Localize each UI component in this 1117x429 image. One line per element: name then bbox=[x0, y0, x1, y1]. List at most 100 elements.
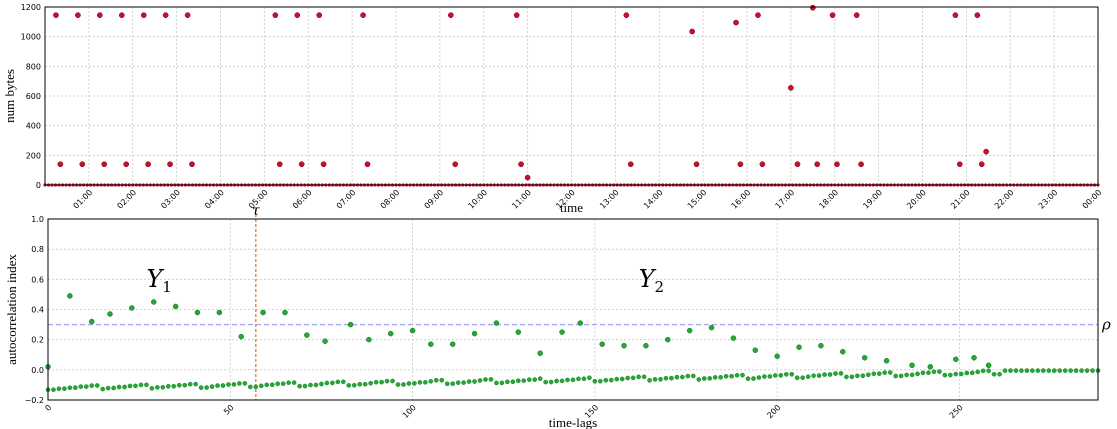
bottom-baseline-point bbox=[444, 381, 450, 387]
bottom-peak-point bbox=[686, 327, 693, 334]
bottom-baseline-point bbox=[794, 375, 800, 381]
bottom-baseline-point bbox=[1002, 368, 1008, 373]
bottom-peak-point bbox=[774, 353, 780, 360]
bottom-baseline-point bbox=[827, 372, 833, 377]
bottom-baseline-point bbox=[182, 382, 188, 388]
bottom-baseline-point bbox=[647, 378, 652, 383]
bottom-baseline-point bbox=[346, 383, 352, 388]
bottom-peak-point bbox=[599, 341, 605, 347]
bottom-baseline-point bbox=[811, 373, 816, 378]
top-data-point bbox=[978, 161, 985, 168]
bottom-peak-point bbox=[89, 318, 95, 325]
bottom-baseline-point bbox=[773, 373, 778, 378]
bottom-peak-point bbox=[216, 309, 223, 316]
bottom-baseline-point bbox=[608, 377, 614, 383]
bottom-peak-point bbox=[971, 355, 977, 361]
top-data-point bbox=[513, 12, 520, 19]
bottom-baseline-point bbox=[357, 381, 363, 387]
bottom-baseline-point bbox=[166, 384, 171, 389]
top-data-point bbox=[360, 12, 366, 19]
bottom-baseline-point bbox=[198, 385, 204, 390]
bottom-baseline-point bbox=[641, 374, 647, 380]
top-data-point bbox=[853, 12, 860, 19]
bottom-baseline-point bbox=[1051, 368, 1057, 373]
bottom-baseline-point bbox=[816, 373, 822, 378]
top-x-tick-label: 09:00 bbox=[423, 188, 446, 211]
top-y-tick-label: 1000 bbox=[21, 33, 41, 42]
bottom-baseline-point bbox=[253, 384, 259, 390]
bottom-baseline-point bbox=[630, 375, 636, 381]
top-data-point bbox=[829, 12, 836, 19]
top-y-tick-label: 200 bbox=[26, 151, 41, 160]
top-x-tick-label: 16:00 bbox=[730, 188, 753, 211]
bottom-ticks: 0 50 100 150 200 250−0.20.00.20.40.60.81.0 bbox=[25, 215, 965, 420]
top-x-tick-label: 15:00 bbox=[686, 188, 709, 211]
top-x-tick-label: 00:00 bbox=[1081, 188, 1104, 211]
bottom-baseline-point bbox=[778, 373, 784, 378]
bottom-baseline-point bbox=[1062, 368, 1068, 373]
bottom-baseline-point bbox=[931, 369, 937, 375]
bottom-baseline-point bbox=[783, 372, 789, 377]
bottom-baseline-point bbox=[362, 381, 368, 387]
top-data-point bbox=[737, 161, 744, 168]
bottom-baseline-point bbox=[122, 384, 127, 390]
bottom-baseline-point bbox=[291, 380, 297, 385]
bottom-y-tick-label: −0.2 bbox=[25, 396, 44, 405]
bottom-baseline-point bbox=[171, 383, 177, 389]
bottom-peak-point bbox=[621, 342, 627, 349]
bottom-baseline-point bbox=[450, 381, 455, 386]
bottom-baseline-point bbox=[319, 381, 324, 387]
bottom-baseline-point bbox=[701, 376, 707, 381]
rho-label: ρ bbox=[1101, 316, 1111, 334]
bottom-baseline-point bbox=[876, 371, 882, 376]
bottom-baseline-point bbox=[598, 378, 603, 384]
bottom-baseline-point bbox=[712, 375, 718, 380]
top-data-point bbox=[189, 161, 195, 168]
bottom-baseline-point bbox=[948, 372, 953, 378]
bottom-peak-point bbox=[515, 329, 522, 335]
bottom-baseline-point bbox=[302, 383, 308, 389]
bottom-baseline-point bbox=[942, 372, 948, 378]
bottom-baseline-point bbox=[516, 378, 521, 384]
top-data-point bbox=[118, 12, 125, 19]
bottom-baseline-point bbox=[680, 374, 685, 380]
bottom-peak-point bbox=[282, 309, 288, 316]
bottom-baseline-point bbox=[1073, 368, 1079, 373]
bottom-baseline-point bbox=[335, 379, 341, 385]
bottom-baseline-point bbox=[412, 381, 417, 386]
bottom-peak-point bbox=[730, 335, 737, 341]
bottom-baseline-point bbox=[844, 374, 849, 380]
bottom-baseline-point bbox=[483, 377, 488, 382]
bottom-axes-frame bbox=[47, 218, 1099, 401]
region-annotations: Y1 Y2 bbox=[146, 265, 664, 296]
top-data-point bbox=[298, 161, 305, 168]
top-data-point bbox=[627, 161, 634, 168]
bottom-baseline-point bbox=[926, 370, 931, 376]
bottom-baseline-point bbox=[663, 375, 669, 381]
bottom-peak-point bbox=[67, 293, 73, 299]
bottom-baseline-point bbox=[417, 380, 423, 385]
bottom-peak-point bbox=[643, 342, 649, 349]
top-x-tick-label: 23:00 bbox=[1037, 188, 1060, 211]
bottom-baseline-point bbox=[226, 382, 231, 387]
top-data-point bbox=[447, 12, 454, 19]
bottom-x-tick-label: 100 bbox=[401, 403, 418, 420]
bottom-x-tick-label: 250 bbox=[948, 403, 965, 420]
bottom-baseline-point bbox=[669, 375, 674, 381]
bottom-baseline-point bbox=[83, 384, 89, 389]
bottom-baseline-point bbox=[264, 382, 270, 388]
bottom-peak-point bbox=[577, 320, 584, 326]
bottom-baseline-point bbox=[767, 374, 773, 379]
bottom-baseline-point bbox=[89, 383, 95, 388]
top-data-point bbox=[452, 161, 459, 168]
bottom-baseline-point bbox=[800, 375, 805, 380]
top-axes-frame bbox=[44, 6, 1099, 186]
bottom-baseline-point bbox=[871, 371, 877, 377]
bottom-baseline-point bbox=[762, 374, 767, 379]
bottom-baseline-point bbox=[543, 379, 548, 385]
top-data-point bbox=[57, 161, 64, 168]
bottom-baseline-point bbox=[636, 374, 641, 380]
top-data-point bbox=[814, 161, 821, 168]
bottom-baseline-point bbox=[220, 383, 226, 388]
top-data-point bbox=[693, 161, 700, 168]
